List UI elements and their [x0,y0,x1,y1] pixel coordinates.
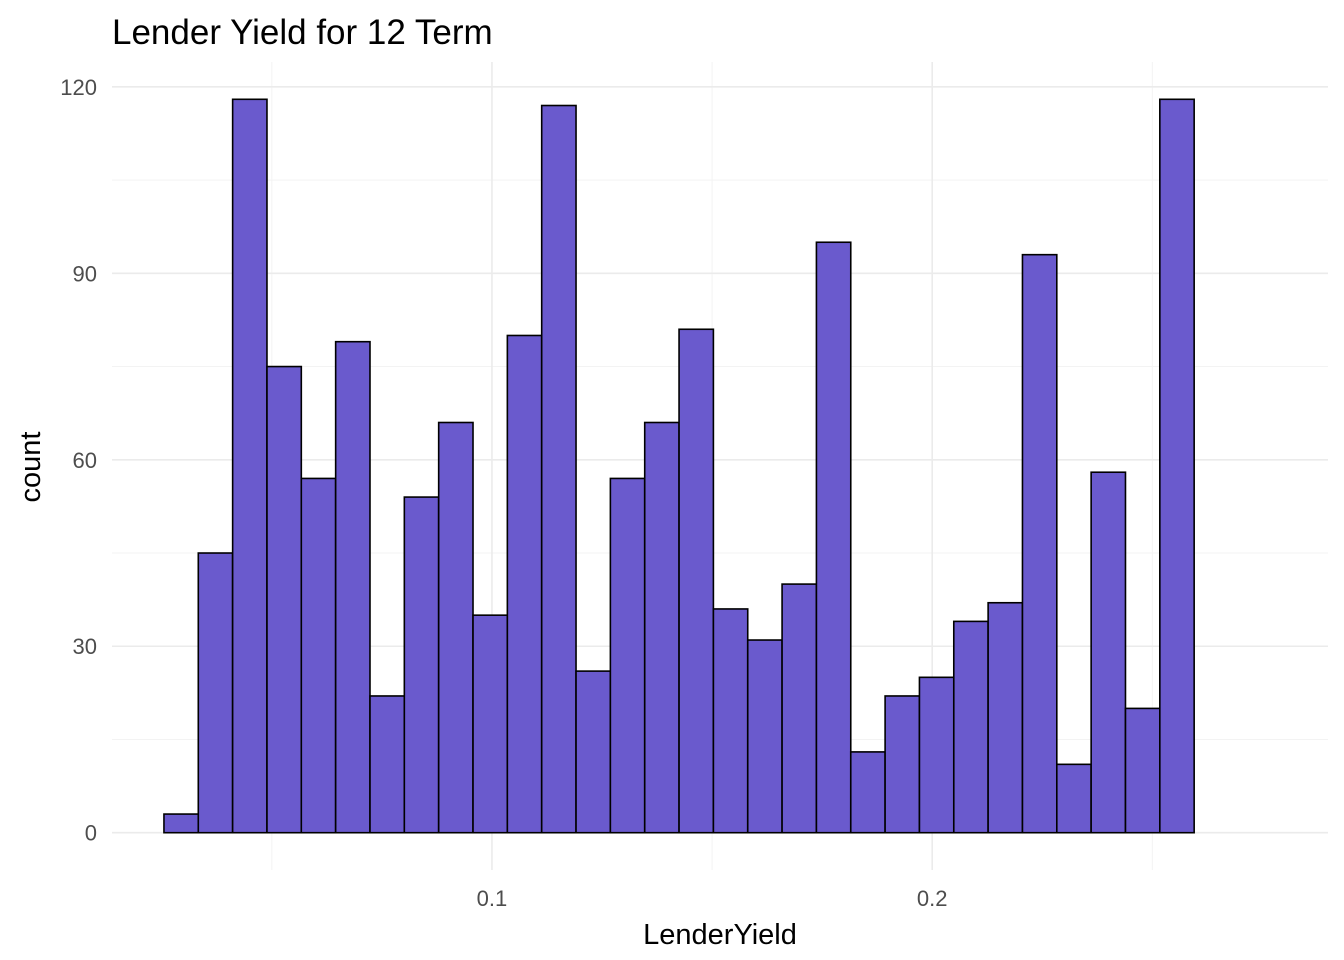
histogram-bar [952,620,989,834]
histogram-bar [506,334,543,834]
histogram-bar [540,104,577,834]
x-axis-ticks: 0.1 0.2 [477,886,948,911]
x-axis-title: LenderYield [643,919,797,951]
histogram-bar [849,751,886,834]
histogram-bar [643,421,680,834]
histogram-bar [918,676,955,834]
histogram-bar [334,340,371,834]
histogram-bar [163,813,200,834]
histogram-bar [609,477,646,834]
histogram-bar [197,552,234,834]
histogram-bar [1021,253,1058,834]
y-tick-label: 60 [73,448,97,473]
histogram-bar [575,670,612,834]
histogram-bar [1055,763,1092,834]
y-tick-label: 120 [60,75,97,100]
y-axis-title: count [15,432,47,503]
y-tick-label: 30 [73,634,97,659]
histogram-bar [231,98,268,834]
x-tick-label: 0.2 [917,886,948,911]
histogram-bar [369,695,406,834]
histogram-bar [403,496,440,834]
histogram-bar [884,695,921,834]
histogram-bar [300,477,337,834]
histogram-bar [1124,707,1161,834]
y-axis-ticks: 0 30 60 90 120 [60,75,97,846]
histogram-bar [712,608,749,834]
histogram-bar [266,365,303,834]
histogram-bar [781,583,818,834]
x-tick-label: 0.1 [477,886,508,911]
histogram-bar [1090,471,1127,834]
y-tick-label: 90 [73,261,97,286]
histogram-bar [1159,98,1195,834]
histogram-bars [163,98,1195,834]
histogram-bar [472,614,509,834]
y-tick-label: 0 [85,821,97,846]
histogram-bar [678,328,715,834]
chart-title: Lender Yield for 12 Term [112,13,493,52]
histogram-bar [815,241,852,834]
histogram-bar [987,601,1024,834]
histogram-bar [746,639,783,834]
histogram-bar [437,421,474,834]
